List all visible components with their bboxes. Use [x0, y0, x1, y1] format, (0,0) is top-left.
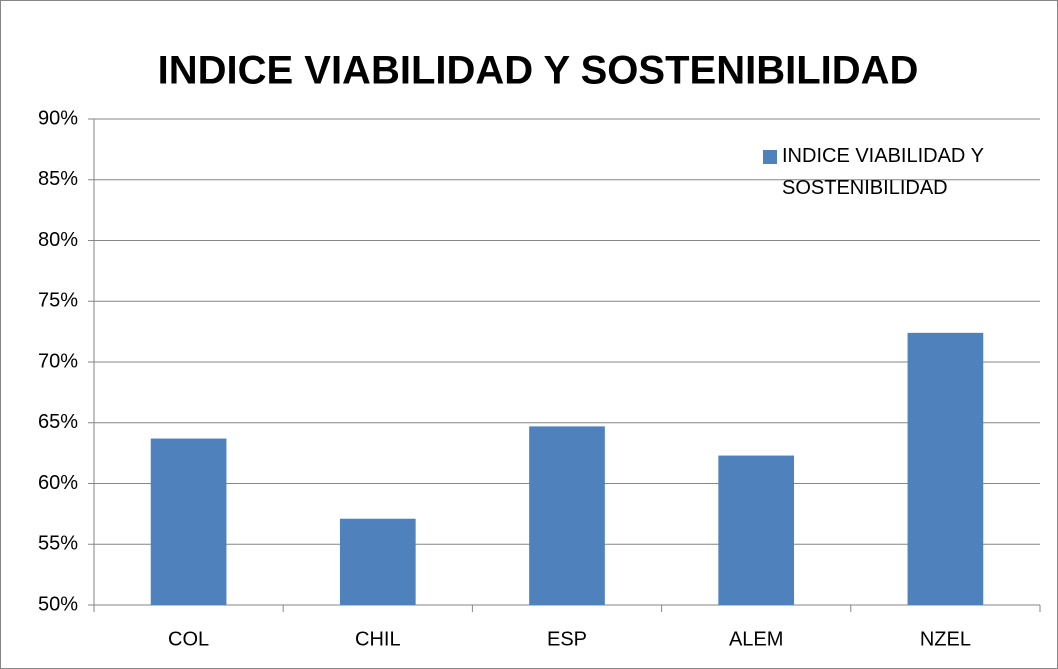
y-tick-label: 75% [38, 290, 78, 312]
bar [907, 332, 984, 605]
x-tick-label: NZEL [920, 628, 971, 650]
chart-title: INDICE VIABILIDAD Y SOSTENIBILIDAD [158, 49, 919, 93]
y-tick-label: 70% [38, 350, 78, 372]
bar [529, 426, 605, 605]
legend-swatch [763, 150, 777, 164]
x-tick-label: COL [168, 628, 209, 650]
legend-label: INDICE VIABILIDAD Y SOSTENIBILIDAD [782, 145, 984, 199]
legend-label-box: INDICE VIABILIDAD Y SOSTENIBILIDAD [782, 145, 984, 199]
y-tick-label: 90% [38, 107, 78, 129]
x-tick-label: CHIL [355, 628, 401, 650]
y-tick-label: 80% [38, 229, 78, 251]
y-tick-label: 85% [38, 168, 78, 190]
y-tick-label: 60% [38, 472, 78, 494]
bar [339, 518, 416, 605]
x-tick-label: ESP [547, 628, 587, 650]
y-tick-label: 50% [38, 593, 78, 615]
bar [718, 455, 795, 605]
x-tick-label: ALEM [729, 628, 783, 650]
bar [150, 438, 227, 605]
y-tick-label: 55% [38, 533, 78, 555]
y-tick-label: 65% [38, 411, 78, 433]
